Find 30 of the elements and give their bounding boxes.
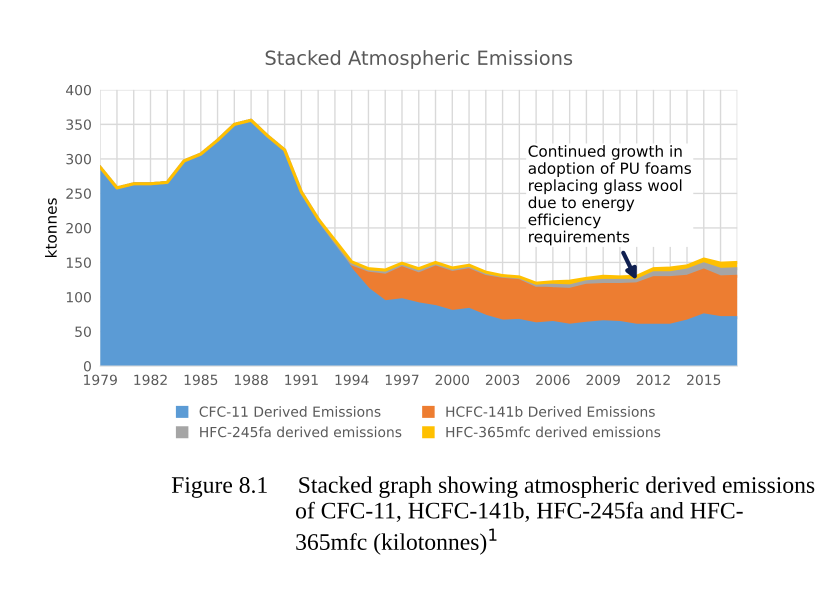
y-tick-label: 200 — [66, 222, 91, 234]
x-tick-label: 2009 — [586, 374, 620, 386]
y-tick-label: 100 — [66, 292, 91, 302]
x-tick-label: 1985 — [184, 374, 218, 386]
x-tick-label: 1988 — [234, 374, 268, 386]
x-tick-label: 2006 — [536, 374, 570, 386]
legend-label: CFC-11 Derived Emissions — [200, 406, 380, 417]
chart-title: Stacked Atmospheric Emissions — [266, 50, 572, 69]
x-tick-label: 1979 — [84, 374, 117, 386]
y-axis-title: ktonnes — [45, 198, 57, 257]
y-tick-label: 300 — [66, 154, 91, 164]
legend-label: HFC-245fa derived emissions — [200, 426, 402, 438]
y-tick-label: 400 — [66, 84, 91, 96]
legend-label: HCFC-141b Derived Emissions — [446, 406, 655, 417]
x-tick-label: 1991 — [285, 374, 318, 386]
x-tick-label: 1994 — [336, 374, 369, 386]
y-tick-label: 150 — [66, 257, 91, 268]
annotation: Continued growth in adoption of PU foams replacing glass wool due to energy efficiency requirements — [528, 145, 691, 246]
x-tick-label: 1997 — [386, 374, 418, 386]
x-tick-label: 2015 — [687, 374, 720, 386]
x-tick-label: 2012 — [636, 374, 670, 386]
x-tick-label: 1982 — [134, 374, 167, 386]
legend-label: HFC-365mfc derived emissions — [446, 426, 660, 438]
x-tick-label: 2000 — [436, 374, 470, 386]
x-tick-label: 2003 — [486, 374, 520, 386]
caption: Figure 8.1 Stacked graph showing atmospheric derived emissions of CFC-11, HCFC-141b, HFC-245fa and HFC- 365mfc (kilotonnes)$^{1}$ — [172, 476, 814, 555]
y-tick-label: 0 — [84, 360, 91, 372]
y-tick-label: 350 — [66, 119, 91, 130]
y-tick-label: 250 — [66, 188, 91, 199]
y-tick-label: 50 — [75, 326, 91, 337]
